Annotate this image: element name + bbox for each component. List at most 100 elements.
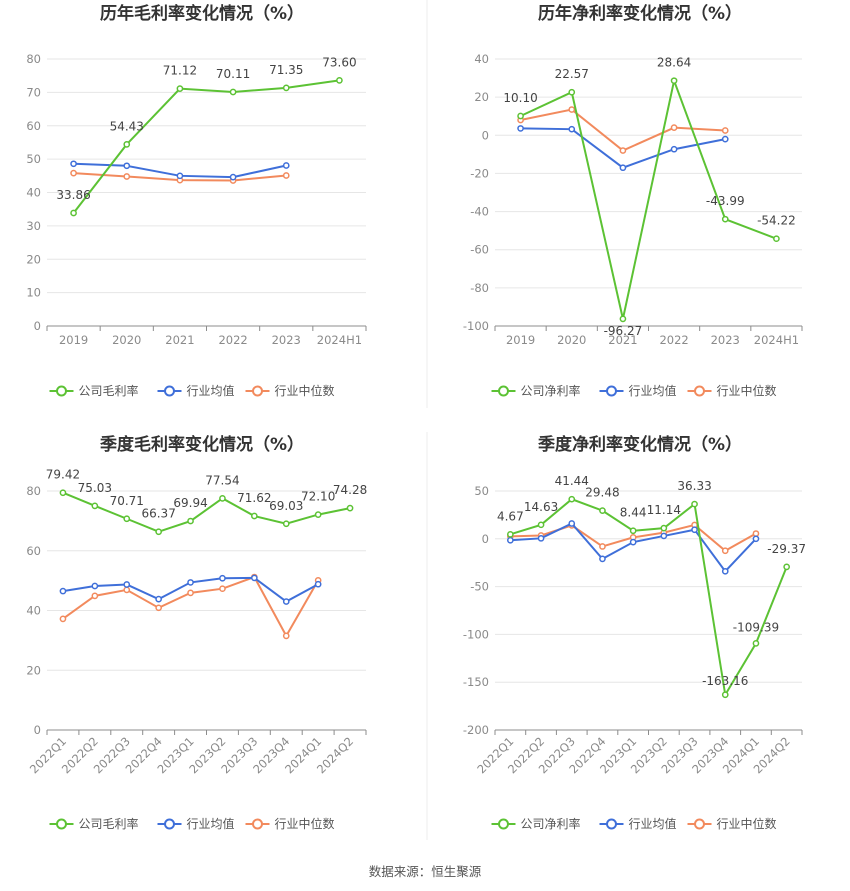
legend-item-industry_avg[interactable]: 行业均值	[157, 383, 235, 398]
legend-label: 行业均值	[187, 383, 235, 398]
data-point-industry_avg	[123, 162, 131, 170]
data-point-industry_avg	[176, 172, 184, 180]
y-tick-label: 0	[34, 319, 41, 333]
y-tick-label: 60	[26, 119, 41, 133]
legend-item-company[interactable]: 公司净利率	[491, 816, 581, 831]
legend-marker	[56, 385, 67, 397]
chart-title: 历年毛利率变化情况（%）	[100, 3, 304, 24]
y-tick-label: -200	[463, 723, 489, 737]
data-point-company	[282, 84, 290, 92]
y-tick-label: -40	[470, 205, 489, 219]
legend-item-company[interactable]: 公司净利率	[491, 383, 581, 398]
data-label: 54.43	[110, 119, 144, 133]
legend-item-industry_median[interactable]: 行业中位数	[687, 816, 777, 831]
data-point-industry_avg	[619, 164, 627, 172]
data-point-company	[773, 235, 780, 243]
legend-marker	[252, 818, 263, 830]
data-point-industry_avg	[229, 173, 237, 181]
data-point-industry_avg	[752, 535, 760, 543]
data-point-industry_avg	[721, 567, 729, 575]
data-point-industry_median	[282, 172, 290, 179]
data-point-company	[187, 517, 194, 525]
legend-marker	[164, 385, 175, 397]
data-point-industry_avg	[721, 135, 729, 143]
y-tick-label: 40	[26, 604, 41, 618]
data-point-industry_median	[670, 124, 678, 132]
legend-item-industry_median[interactable]: 行业中位数	[687, 383, 777, 398]
source-note: 数据来源：恒生聚源	[369, 864, 482, 879]
data-point-industry_avg	[568, 520, 576, 527]
x-tick-label: 2024H1	[317, 333, 362, 347]
legend-item-industry_median[interactable]: 行业中位数	[245, 816, 335, 831]
legend-item-company[interactable]: 公司毛利率	[49, 816, 139, 831]
data-label: 75.03	[78, 481, 112, 495]
y-tick-label: -100	[463, 627, 489, 641]
data-point-company	[314, 511, 322, 518]
data-point-industry_median	[187, 589, 194, 597]
legend-marker	[56, 818, 67, 830]
data-point-industry_avg	[155, 595, 162, 603]
legend-label: 公司净利率	[521, 816, 581, 831]
data-point-company	[629, 527, 637, 535]
data-point-industry_median	[568, 106, 576, 113]
data-point-industry_avg	[70, 160, 77, 168]
data-label: 70.11	[216, 67, 250, 81]
y-tick-label: 50	[26, 152, 41, 166]
data-point-industry_avg	[670, 145, 678, 153]
data-point-company	[783, 563, 791, 571]
data-point-company	[691, 500, 698, 508]
x-tick-label: 2020	[112, 333, 141, 347]
series-line-company	[62, 491, 351, 533]
legend-item-company[interactable]: 公司毛利率	[49, 383, 139, 398]
legend-label: 行业均值	[187, 816, 235, 831]
y-tick-label: 0	[482, 532, 489, 546]
data-point-company	[721, 215, 729, 223]
legend-label: 行业中位数	[275, 816, 335, 831]
series-line-company	[510, 498, 788, 698]
data-point-industry_avg	[282, 162, 290, 169]
legend-item-industry_avg[interactable]: 行业均值	[599, 383, 677, 398]
legend-item-industry_avg[interactable]: 行业均值	[599, 816, 677, 831]
data-point-company	[619, 315, 627, 323]
y-tick-label: 10	[26, 286, 41, 300]
data-point-industry_median	[752, 530, 760, 537]
data-point-industry_avg	[599, 555, 606, 563]
data-label: 71.62	[237, 491, 271, 505]
data-point-company	[507, 530, 514, 538]
data-point-industry_avg	[123, 581, 131, 588]
data-label: 14.63	[524, 500, 558, 514]
data-point-company	[346, 504, 354, 512]
data-point-industry_median	[91, 592, 99, 600]
legend-marker	[164, 818, 175, 830]
data-point-company	[123, 515, 131, 523]
data-point-company	[568, 88, 576, 96]
data-point-industry_avg	[517, 125, 524, 132]
data-point-company	[537, 521, 545, 529]
y-tick-label: -100	[463, 319, 489, 333]
x-tick-label: 2019	[506, 333, 535, 347]
legend-item-industry_median[interactable]: 行业中位数	[245, 383, 335, 398]
data-point-industry_avg	[251, 574, 258, 582]
legend-label: 公司毛利率	[79, 816, 139, 831]
chart-panel-2: 历年净利率变化情况（%） -100 -80 -60 -40 -20 0 20 40 2019 202…	[463, 3, 803, 398]
data-label: -109.39	[733, 620, 779, 634]
legend-label: 行业均值	[629, 383, 677, 398]
y-tick-label: 40	[474, 52, 489, 66]
legend-label: 公司毛利率	[79, 383, 139, 398]
data-label: -163.16	[702, 674, 748, 688]
chart-title: 季度净利率变化情况（%）	[538, 434, 742, 455]
y-tick-label: 20	[26, 663, 41, 677]
chart-panel-3: 季度毛利率变化情况（%）0204060802022Q12022Q22022Q32…	[26, 434, 367, 831]
data-label: 73.60	[322, 55, 356, 69]
data-point-industry_avg	[282, 598, 290, 605]
legend-marker	[694, 818, 705, 830]
y-tick-label: 70	[26, 85, 41, 99]
data-point-company	[176, 85, 184, 92]
x-tick-label: 2023	[711, 333, 740, 347]
data-label: -43.99	[706, 194, 745, 208]
data-label: 71.12	[163, 64, 197, 78]
data-label: 66.37	[141, 507, 175, 521]
data-label: 79.42	[46, 468, 80, 482]
legend-item-industry_avg[interactable]: 行业均值	[157, 816, 235, 831]
